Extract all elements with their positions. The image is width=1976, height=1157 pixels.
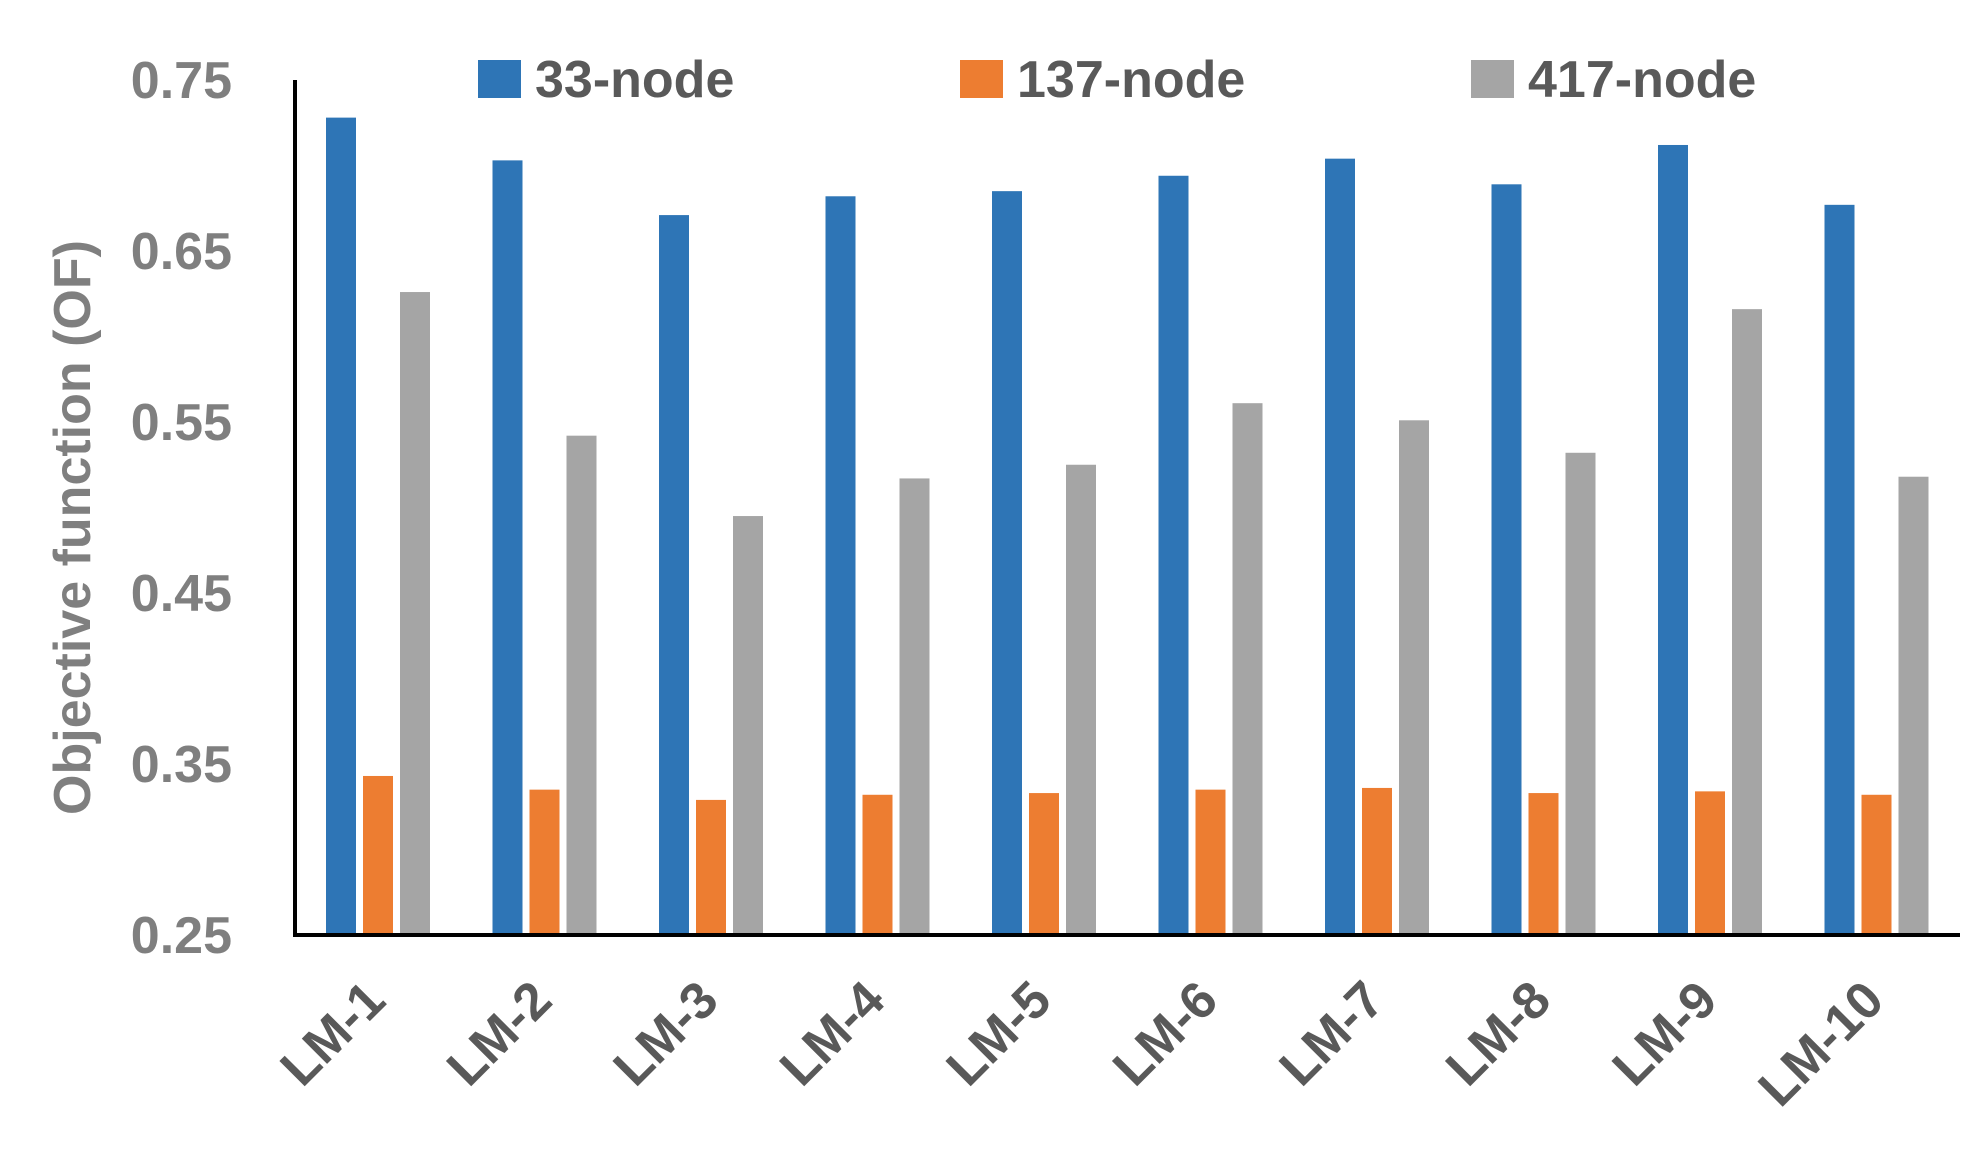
x-tick-label: LM-2	[436, 970, 563, 1097]
bar-137-node-LM-1	[363, 775, 393, 935]
y-axis-title: Objective function (OF)	[44, 240, 102, 815]
bar-33-node-LM-8	[1491, 184, 1522, 935]
bar-137-node-LM-7	[1362, 787, 1392, 935]
bar-417-node-LM-9	[1732, 309, 1762, 935]
bar-417-node-LM-1	[400, 292, 430, 935]
x-tick-label: LM-9	[1602, 970, 1729, 1097]
bar-33-node-LM-10	[1824, 204, 1855, 935]
bar-33-node-LM-7	[1325, 158, 1355, 935]
x-tick-label: LM-8	[1435, 970, 1562, 1097]
bar-137-node-LM-9	[1695, 791, 1725, 935]
bar-33-node-LM-3	[659, 215, 689, 936]
y-tick-label: 0.75	[131, 52, 232, 110]
bar-33-node-LM-1	[326, 117, 356, 936]
x-tick-label: LM-3	[603, 970, 730, 1097]
bar-417-node-LM-7	[1399, 420, 1429, 935]
legend-swatch-137-node	[960, 60, 1003, 98]
bar-137-node-LM-5	[1029, 793, 1059, 935]
bar-137-node-LM-6	[1195, 789, 1226, 935]
y-tick-label: 0.65	[131, 223, 232, 281]
bars	[326, 117, 1929, 936]
y-tick-label: 0.55	[131, 394, 232, 452]
x-tick-label: LM-4	[769, 970, 896, 1097]
bar-417-node-LM-5	[1066, 464, 1096, 935]
x-tick-label: LM-1	[270, 970, 397, 1097]
bar-417-node-LM-10	[1898, 476, 1929, 935]
bar-417-node-LM-6	[1232, 403, 1263, 935]
bar-137-node-LM-8	[1528, 793, 1559, 935]
bar-417-node-LM-4	[899, 478, 930, 935]
x-tick-label: LM-7	[1269, 970, 1396, 1097]
bar-137-node-LM-2	[529, 789, 560, 935]
bar-137-node-LM-3	[696, 799, 726, 935]
bar-137-node-LM-4	[862, 794, 893, 935]
bar-33-node-LM-9	[1658, 144, 1688, 936]
bar-33-node-LM-4	[825, 196, 856, 935]
legend-label: 417-node	[1528, 51, 1756, 109]
x-axis-labels: LM-1 LM-2 LM-3 LM-4 LM-5 LM-6 LM-7 LM-8 LM-9 LM-1…	[270, 970, 1895, 1117]
bar-33-node-LM-6	[1158, 175, 1189, 935]
y-tick-label: 0.45	[131, 565, 232, 623]
y-tick-label: 0.25	[131, 907, 232, 965]
legend-label: 33-node	[535, 51, 734, 109]
y-tick-label: 0.35	[131, 736, 232, 794]
legend: 33-node 137-node 417-node	[478, 51, 1756, 109]
y-axis-ticks: 0.25 0.35 0.45 0.55 0.65 0.75	[131, 52, 232, 965]
x-tick-label: LM-10	[1748, 970, 1895, 1117]
legend-swatch-417-node	[1471, 60, 1514, 98]
x-tick-label: LM-6	[1102, 970, 1229, 1097]
legend-swatch-33-node	[478, 60, 521, 98]
legend-label: 137-node	[1017, 51, 1245, 109]
bar-33-node-LM-5	[992, 191, 1022, 935]
bar-33-node-LM-2	[492, 160, 523, 935]
x-tick-label: LM-5	[936, 970, 1063, 1097]
bar-417-node-LM-3	[733, 516, 763, 935]
bar-417-node-LM-2	[566, 435, 597, 935]
bar-137-node-LM-10	[1861, 794, 1892, 935]
bar-417-node-LM-8	[1565, 452, 1596, 935]
